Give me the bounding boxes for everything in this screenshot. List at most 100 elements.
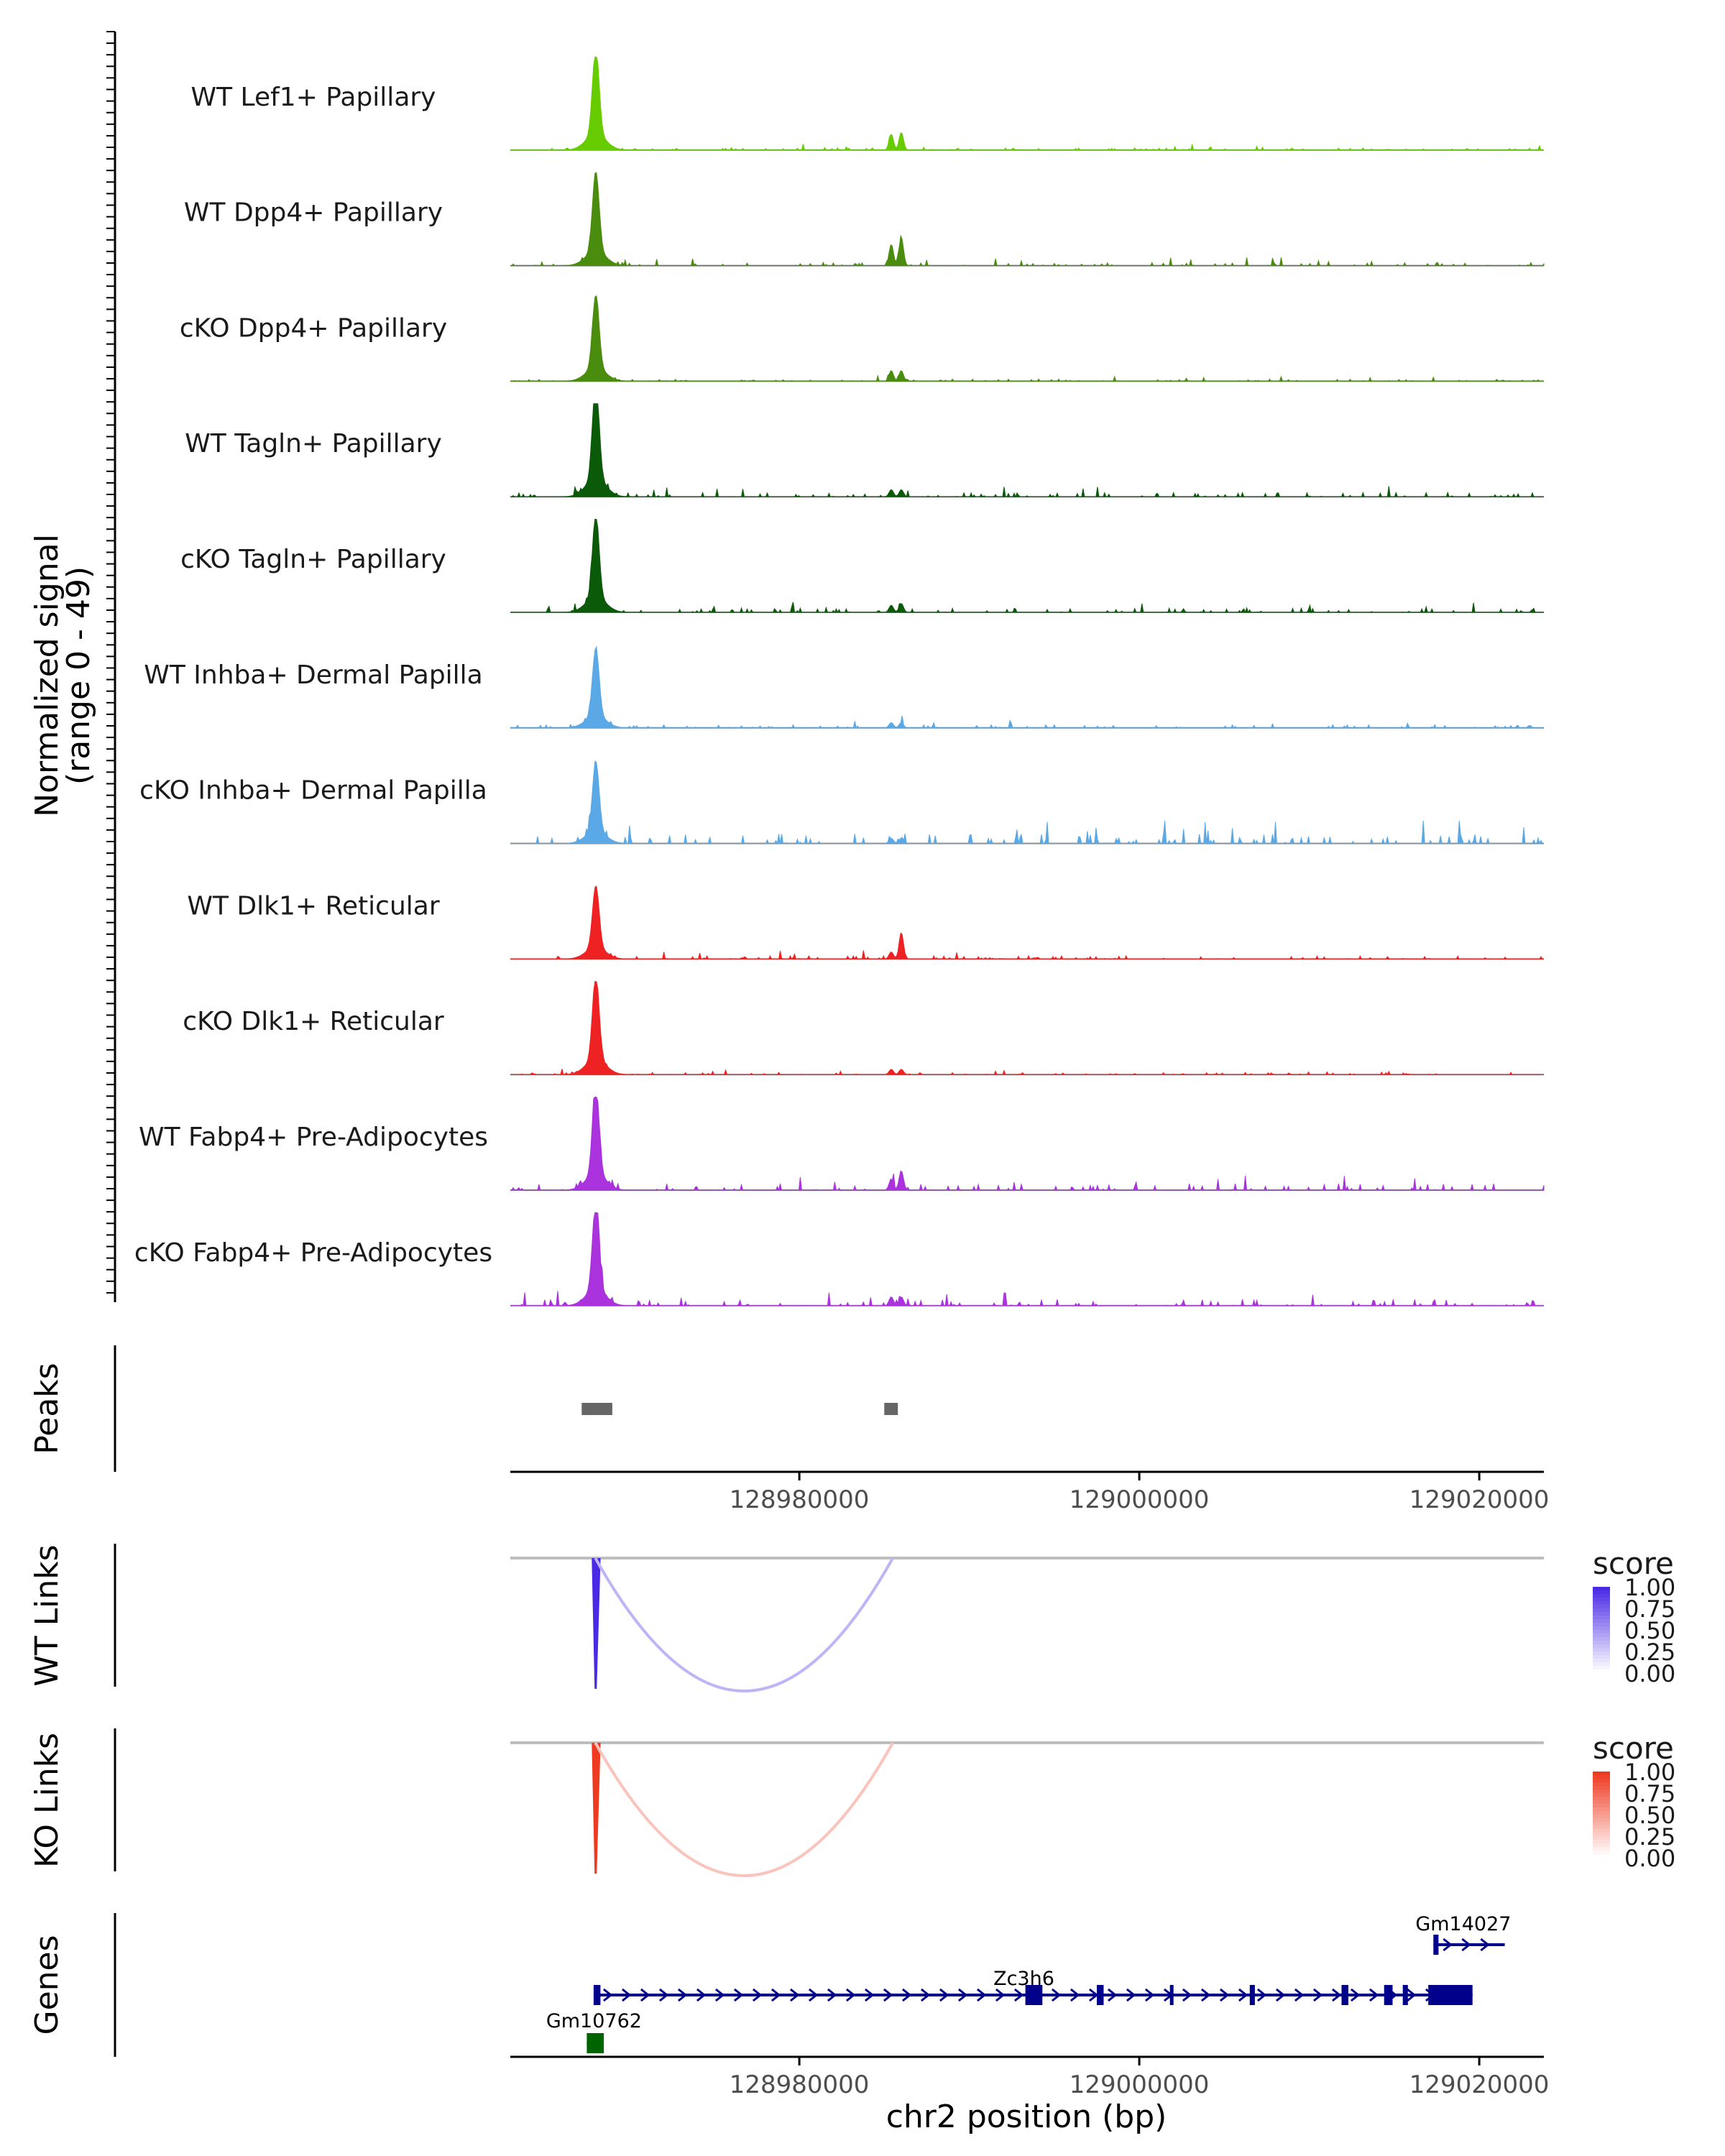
ko-links-legend-swatch [1593,1775,1610,1779]
coverage-area [510,1212,1544,1307]
gene-strand-arrow [1461,1938,1471,1952]
coverage-area [510,760,1544,845]
gene-strand-arrow [1331,1988,1342,2002]
coverage-track: WT Tagln+ Papillary [185,403,1544,498]
wt-links-legend-title: score [1593,1546,1674,1581]
gene-exon [1249,1985,1255,2005]
wt-links-legend-swatch [1593,1666,1610,1670]
coverage-track: cKO Fabp4+ Pre-Adipocytes [134,1212,1544,1307]
gene-strand-arrow [1406,1988,1417,2002]
ko-links-legend-label: 0.75 [1624,1780,1675,1807]
track-label: WT Lef1+ Papillary [191,83,436,112]
gene-strand-arrow [640,1988,650,2002]
wt-links-legend-label: 0.50 [1624,1617,1675,1644]
coverage-y-axis [106,31,116,1302]
gene-strand-arrow [995,1988,1006,2002]
genes-track-label: Genes [29,1935,65,2035]
coverage-area [510,403,1544,498]
coverage-track: WT Dlk1+ Reticular [187,885,1544,960]
wt-links-legend-swatch [1593,1648,1610,1652]
wt-links-legend-swatch [1593,1630,1610,1634]
ko-links-legend-swatch [1593,1851,1610,1855]
wt-links-legend-swatch [1593,1651,1610,1656]
ko-links-link [594,1742,894,1877]
gene-label: Gm10762 [546,2010,642,2032]
gene-strand-arrow [1480,1938,1490,1952]
gene-strand-arrow [1182,1988,1192,2002]
x-axis-bottom-tick-label: 129000000 [1070,2070,1210,2099]
ko-links-legend-swatch [1593,1840,1610,1844]
coverage-area [510,981,1544,1075]
x-axis-bottom: 128980000 129000000 129020000 [510,2055,1550,2099]
gene-strand-arrow [920,1988,931,2002]
coverage-track: WT Dpp4+ Papillary [184,172,1545,267]
gene-exon [1402,1985,1408,2005]
gene-strand-arrow [658,1988,669,2002]
gene-strand-arrow [1107,1988,1118,2002]
ko-links-legend-label: 0.50 [1624,1802,1675,1829]
y-axis-title-line2: (range 0 - 49) [60,566,97,785]
wt-links-legend-swatch [1593,1619,1610,1623]
gene-strand-arrow [1238,1988,1248,2002]
x-axis-bottom-tick-label: 128980000 [730,2070,870,2099]
gene-strand-arrow [1350,1988,1361,2002]
wt-links-legend-swatch [1593,1655,1610,1659]
ko-links-track [510,1741,1544,1877]
ko-links-legend-swatch [1593,1782,1610,1787]
gene-strand-arrow [789,1988,800,2002]
gene-strand-arrow [808,1988,819,2002]
ko-links-legend-swatch [1593,1793,1610,1797]
gene-strand-arrow [901,1988,912,2002]
x-axis-bottom-tick-label: 129020000 [1409,2070,1550,2099]
ko-links-legend-swatch [1593,1822,1610,1826]
coverage-area [510,56,1544,151]
x-axis-middle: 128980000 129000000 129020000 [510,1470,1550,1514]
x-axis-middle-tick-label: 129020000 [1409,1485,1550,1514]
gene-strand-arrow [1126,1988,1136,2002]
track-label: cKO Fabp4+ Pre-Adipocytes [134,1238,492,1268]
coverage-area [510,645,1544,729]
x-axis-title: chr2 position (bp) [886,2099,1167,2135]
coverage-area [510,1097,1545,1192]
coverage-track: cKO Dpp4+ Papillary [180,295,1544,382]
wt-links-legend-label: 0.00 [1624,1660,1675,1687]
coverage-track: cKO Inhba+ Dermal Papilla [139,760,1544,845]
gene-strand-arrow [1312,1988,1323,2002]
coverage-track: WT Fabp4+ Pre-Adipocytes [139,1097,1545,1192]
gene: Zc3h6 [593,1968,1473,2005]
coverage-tracks: WT Lef1+ Papillary WT Dpp4+ Papillary cKO … [134,56,1545,1307]
coverage-track: cKO Tagln+ Papillary [180,519,1544,614]
wt-links-link [592,1558,601,1689]
gene-label: Zc3h6 [993,1968,1054,1990]
gene-exon [586,2033,604,2053]
gene-strand-arrow [677,1988,688,2002]
track-label: cKO Dlk1+ Reticular [183,1007,444,1036]
track-label: WT Tagln+ Papillary [185,429,442,459]
ko-links-legend-swatch [1593,1797,1610,1801]
wt-links-legend-swatch [1593,1612,1610,1616]
gene-strand-arrow [1275,1988,1286,2002]
gene-strand-arrow [827,1988,837,2002]
ko-links-legend-swatch [1593,1789,1610,1794]
gene-strand-arrow [1368,1988,1379,2002]
gene-strand-arrow [1051,1988,1062,2002]
track-label: cKO Tagln+ Papillary [180,545,446,574]
coverage-track: cKO Dlk1+ Reticular [183,981,1544,1076]
wt-links-legend-swatch [1593,1644,1610,1649]
x-axis-middle-tick-label: 129000000 [1070,1485,1210,1514]
track-label: WT Dlk1+ Reticular [187,891,439,921]
wt-links-legend-label: 1.00 [1624,1574,1675,1601]
gene-exon [1433,1935,1439,1955]
coverage-area [510,885,1544,960]
track-label: cKO Inhba+ Dermal Papilla [139,776,487,806]
gene-exon [1428,1985,1473,2005]
gene-strand-arrow [957,1988,968,2002]
wt-links-legend-swatch [1593,1616,1610,1620]
gene-exon [593,1985,601,2005]
ko-links-legend-swatch [1593,1772,1610,1776]
wt-links-legend-swatch [1593,1598,1610,1602]
gene-strand-arrow [939,1988,949,2002]
wt-links-legend-swatch [1593,1641,1610,1645]
